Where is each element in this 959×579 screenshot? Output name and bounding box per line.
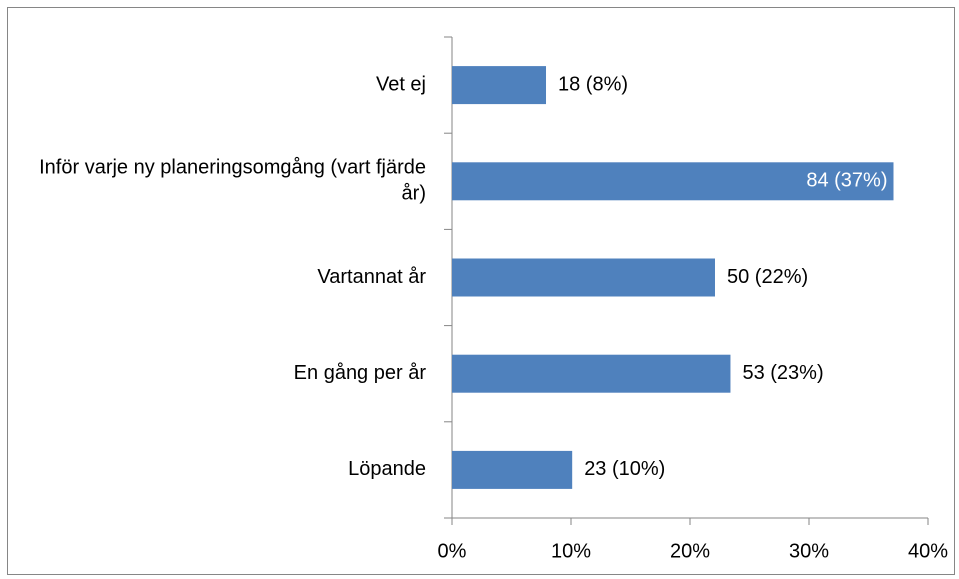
bar: [452, 66, 547, 105]
x-tick-label: 10%: [551, 540, 591, 562]
value-label: 23 (10%): [584, 458, 665, 480]
y-tick-label: Vet ej: [376, 73, 426, 95]
x-tick-label: 40%: [908, 540, 948, 562]
bar: [452, 354, 731, 393]
value-label: 53 (23%): [742, 362, 823, 384]
value-label: 84 (37%): [806, 170, 887, 192]
x-tick-label: 20%: [670, 540, 710, 562]
y-tick-label: Vartannat år: [317, 266, 426, 288]
bar: [452, 162, 894, 201]
value-label: 18 (8%): [558, 73, 628, 95]
y-tick-label: Löpande: [348, 458, 426, 480]
bar: [452, 258, 715, 297]
y-tick-label: En gång per år: [294, 362, 427, 384]
x-tick-label: 30%: [789, 540, 829, 562]
y-tick-label: Inför varje ny planeringsomgång (vart fj…: [39, 157, 426, 205]
bar: [452, 450, 573, 489]
value-label: 50 (22%): [727, 266, 808, 288]
x-tick-label: 0%: [438, 540, 467, 562]
